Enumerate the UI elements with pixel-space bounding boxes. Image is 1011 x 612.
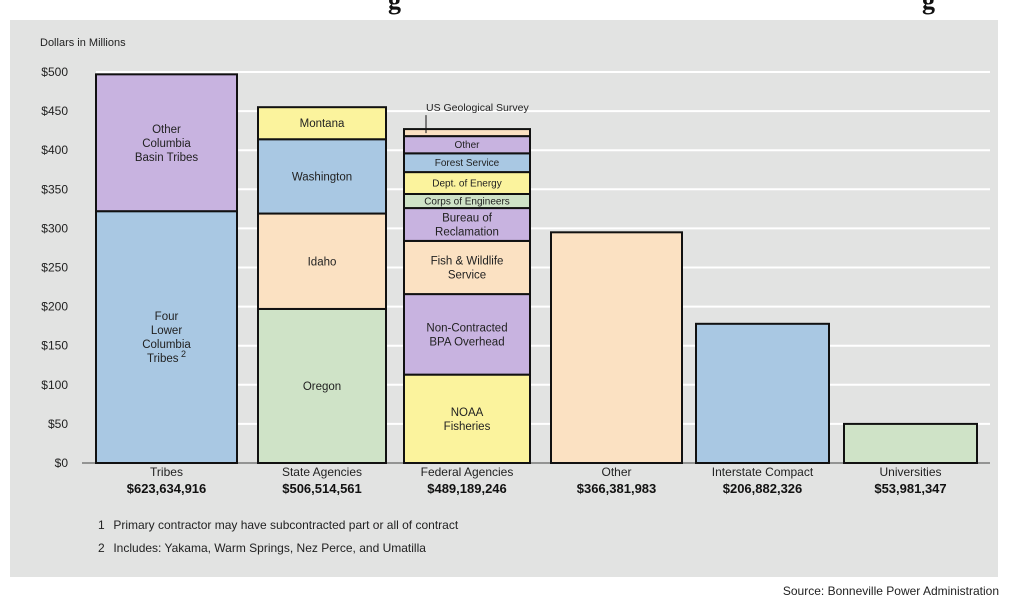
segment-label: Forest Service — [435, 158, 500, 169]
annotation-label: US Geological Survey — [426, 102, 529, 114]
y-tick-label: $500 — [41, 65, 68, 79]
chart-panel: Dollars in Millions $0 $50 $100 $150 $200 $250… — [10, 20, 998, 577]
footnote-2: 2 Includes: Yakama, Warm Springs, Nez Pe… — [98, 541, 426, 555]
y-tick-label: $450 — [41, 104, 68, 118]
y-tick-label: $100 — [41, 378, 68, 392]
segment-label: Idaho — [308, 256, 337, 268]
segment-label: Non-Contracted BPA Overhead — [426, 322, 507, 348]
bar-segment — [403, 128, 531, 138]
title-fragment: g g — [0, 0, 1011, 20]
footnote-1-number: 1 — [98, 518, 105, 532]
bar-segment — [95, 73, 238, 213]
footnote-2-text: Includes: Yakama, Warm Springs, Nez Perc… — [113, 541, 426, 555]
y-tick-label: $400 — [41, 143, 68, 157]
bar-segment — [257, 212, 387, 310]
footnote-1-text: Primary contractor may have subcontracte… — [113, 518, 459, 532]
y-tick-label: $50 — [48, 417, 68, 431]
y-tick-label: $300 — [41, 221, 68, 235]
segment-label: Montana — [300, 118, 345, 130]
segment-label: Corps of Engineers — [424, 197, 510, 208]
bar-segment — [95, 210, 238, 464]
bar-segment — [403, 239, 531, 296]
y-tick-label: $150 — [41, 339, 68, 353]
x-category-label: State Agencies — [282, 465, 362, 479]
bar-segment — [403, 293, 531, 376]
x-category-label: Interstate Compact — [712, 465, 814, 479]
y-tick-label: $350 — [41, 182, 68, 196]
title-fragment-right: g — [922, 0, 935, 15]
segment-label: Fish & Wildlife Service — [431, 256, 504, 282]
segment-label: NOAA Fisheries — [444, 407, 491, 433]
footnote-2-number: 2 — [98, 541, 105, 555]
segment-label: Washington — [292, 171, 352, 183]
source-credit: Source: Bonneville Power Administration — [782, 584, 999, 598]
x-total-label: $506,514,561 — [282, 481, 362, 496]
footnote-1: 1 Primary contractor may have subcontrac… — [98, 518, 458, 532]
x-total-label: $623,634,916 — [127, 481, 207, 496]
bar-segment — [257, 138, 387, 215]
x-total-label: $366,381,983 — [577, 481, 657, 496]
segment-label: Dept. of Energy — [432, 179, 501, 190]
bar-segment — [403, 373, 531, 464]
segment-label: Oregon — [303, 381, 341, 393]
x-category-label: Federal Agencies — [421, 465, 514, 479]
title-fragment-left: g — [388, 0, 401, 15]
bar-segment — [695, 322, 830, 464]
segment-label: Bureau of Reclamation — [435, 213, 499, 239]
y-tick-label: $0 — [55, 456, 69, 470]
bar-segment — [550, 231, 683, 464]
bar-segment — [257, 307, 387, 465]
segment-label: Other Columbia Basin Tribes — [135, 124, 199, 164]
x-category-label: Other — [601, 465, 631, 479]
y-tick-label: $200 — [41, 300, 68, 314]
x-total-label: $53,981,347 — [874, 481, 946, 496]
segment-label: Four Lower Columbia Tribes 2 — [142, 311, 191, 365]
chart-svg: Dollars in Millions $0 $50 $100 $150 $200 $250… — [40, 37, 990, 496]
bar-segment — [843, 422, 978, 464]
x-total-label: $489,189,246 — [427, 481, 507, 496]
y-axis-label: Dollars in Millions — [40, 37, 126, 49]
x-total-label: $206,882,326 — [723, 481, 803, 496]
bar-segment — [257, 106, 387, 141]
x-category-label: Universities — [879, 465, 941, 479]
x-category-label: Tribes — [150, 465, 183, 479]
segment-label: Other — [454, 140, 480, 151]
y-tick-label: $250 — [41, 261, 68, 275]
